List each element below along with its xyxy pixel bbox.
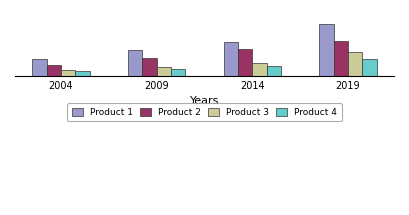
Bar — [157, 67, 171, 76]
Bar — [238, 49, 252, 76]
Bar — [171, 69, 185, 76]
Bar — [267, 66, 281, 76]
X-axis label: Years: Years — [190, 96, 219, 106]
Bar — [142, 58, 157, 76]
Bar — [61, 70, 75, 76]
Bar — [334, 41, 348, 76]
Bar — [348, 52, 362, 76]
Bar — [319, 24, 334, 76]
Bar — [224, 42, 238, 76]
Bar — [47, 65, 61, 76]
Bar — [128, 50, 142, 76]
Legend: Product 1, Product 2, Product 3, Product 4: Product 1, Product 2, Product 3, Product… — [67, 103, 342, 121]
Bar — [252, 63, 267, 76]
Bar — [32, 59, 47, 76]
Bar — [75, 71, 90, 76]
Bar — [362, 59, 377, 76]
